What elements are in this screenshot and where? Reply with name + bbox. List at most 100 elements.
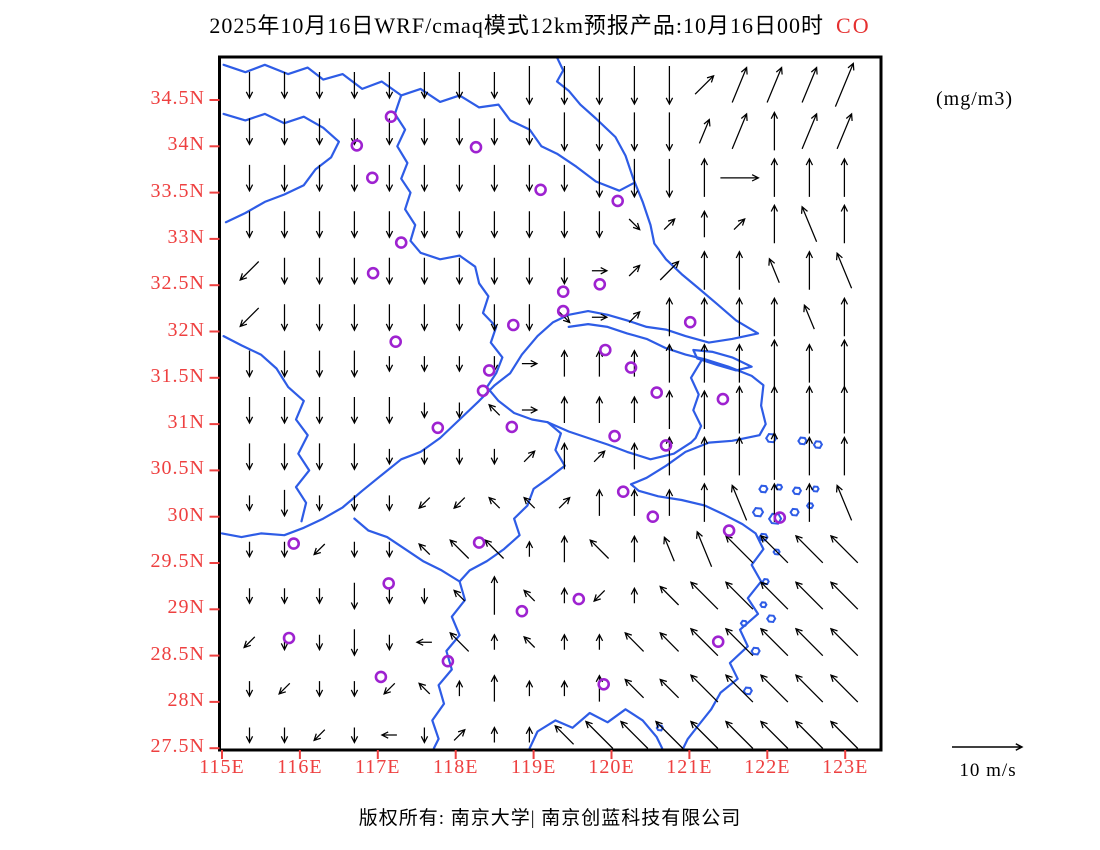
boundary-anhui-jiangsu-border — [393, 94, 549, 424]
lat-tick-label: 34.5N — [150, 87, 205, 109]
wind-arrow — [280, 541, 289, 559]
wind-arrow — [770, 203, 779, 244]
wind-arrow — [350, 72, 359, 100]
wind-arrow — [315, 257, 324, 286]
wind-arrow — [770, 296, 779, 337]
wind-arrow — [770, 385, 779, 434]
wind-arrow — [801, 66, 818, 103]
wind-arrow — [490, 257, 499, 286]
wind-arrow — [591, 313, 609, 321]
lat-tick-label: 31.5N — [150, 364, 205, 387]
wind-arrow — [665, 66, 674, 106]
wind-arrow — [280, 257, 289, 286]
wind-arrow — [420, 448, 429, 466]
lat-tick-label: 30.5N — [150, 457, 205, 480]
station-marker — [534, 183, 547, 197]
wind-arrow — [243, 636, 256, 649]
wind-arrow — [560, 442, 569, 470]
wind-arrow — [724, 720, 754, 749]
wind-arrow — [630, 66, 639, 106]
wind-arrow — [735, 385, 744, 434]
lon-tick-label: 117E — [355, 756, 401, 778]
wind-arrow — [350, 397, 359, 425]
wind-arrow — [245, 397, 254, 425]
wind-arrow — [698, 118, 711, 144]
wind-arrow — [835, 251, 853, 289]
wind-arrow — [759, 627, 789, 657]
wind-arrow — [420, 72, 429, 100]
wind-arrow — [770, 338, 779, 388]
lon-tick-label: 119E — [510, 756, 557, 778]
lat-tick-label: 34N — [167, 133, 205, 156]
wind-arrow — [315, 164, 324, 193]
wind-arrow — [484, 539, 505, 559]
lat-tick-label: 32N — [167, 318, 205, 341]
wind-arrow — [350, 495, 359, 512]
wind-arrow — [829, 581, 859, 610]
lat-tick-label: 32.5N — [150, 272, 205, 295]
station-marker — [389, 335, 403, 349]
wind-arrow — [280, 397, 289, 425]
wind-arrow — [245, 350, 254, 378]
wind-arrow — [350, 681, 359, 698]
station-marker — [365, 171, 379, 185]
wind-arrow — [315, 634, 324, 652]
wind-arrow — [700, 157, 709, 197]
wind-arrow — [455, 679, 464, 697]
wind-arrow — [700, 389, 709, 429]
unit-label: (mg/m3) — [936, 88, 1013, 110]
wind-arrow — [735, 343, 744, 383]
wind-arrow — [593, 450, 606, 463]
wind-arrow — [770, 431, 779, 480]
wind-arrow — [385, 634, 394, 652]
wind-arrow — [385, 304, 394, 332]
wind-arrow — [595, 395, 604, 423]
wind-arrow — [525, 304, 534, 332]
wind-arrow — [449, 539, 470, 559]
wind-arrow — [805, 385, 814, 434]
station-marker — [608, 429, 621, 443]
wind-arrow — [724, 581, 754, 610]
wind-arrow — [455, 402, 464, 419]
wind-arrow — [490, 211, 499, 239]
station-marker — [287, 537, 301, 550]
wind-arrow — [689, 627, 719, 657]
station-marker — [624, 361, 638, 374]
wind-arrow — [239, 261, 260, 281]
wind-arrow — [245, 588, 254, 605]
wind-arrow — [770, 157, 779, 197]
boundary-jiangxi-zhejiang-border — [431, 580, 467, 750]
lon-tick-label: 120E — [588, 756, 635, 778]
station-marker — [482, 364, 496, 377]
station-marker — [572, 592, 586, 606]
map-layers — [220, 57, 859, 750]
wind-arrow — [560, 66, 569, 106]
wind-arrow — [628, 310, 641, 323]
wind-arrow — [659, 678, 680, 699]
wind-arrow — [278, 682, 291, 695]
lat-tick-label: 28.5N — [150, 642, 205, 665]
wind-arrow — [665, 296, 674, 337]
wind-arrow — [523, 589, 536, 602]
wind-arrow — [834, 62, 855, 107]
wind-arrow — [315, 72, 324, 100]
wind-arrow — [385, 588, 394, 605]
station-marker — [650, 386, 664, 399]
boundary-anhui-zhejiang-border — [353, 421, 566, 583]
wind-arrow — [315, 211, 324, 239]
island — [750, 646, 761, 656]
wind-arrow — [560, 257, 569, 286]
lon-tick-label: 123E — [822, 756, 869, 778]
wind-arrow — [595, 112, 604, 152]
wind-arrow — [759, 534, 789, 564]
wind-arrow — [803, 303, 815, 330]
lat-tick-label: 29.5N — [150, 550, 205, 572]
wind-arrow — [315, 681, 324, 698]
wind-arrow — [490, 72, 499, 100]
wind-arrow — [589, 539, 610, 559]
wind-arrow — [280, 489, 289, 518]
wind-arrow — [420, 257, 429, 286]
wind-arrow — [560, 679, 569, 697]
wind-arrow — [840, 338, 849, 388]
wind-arrow — [560, 211, 569, 239]
